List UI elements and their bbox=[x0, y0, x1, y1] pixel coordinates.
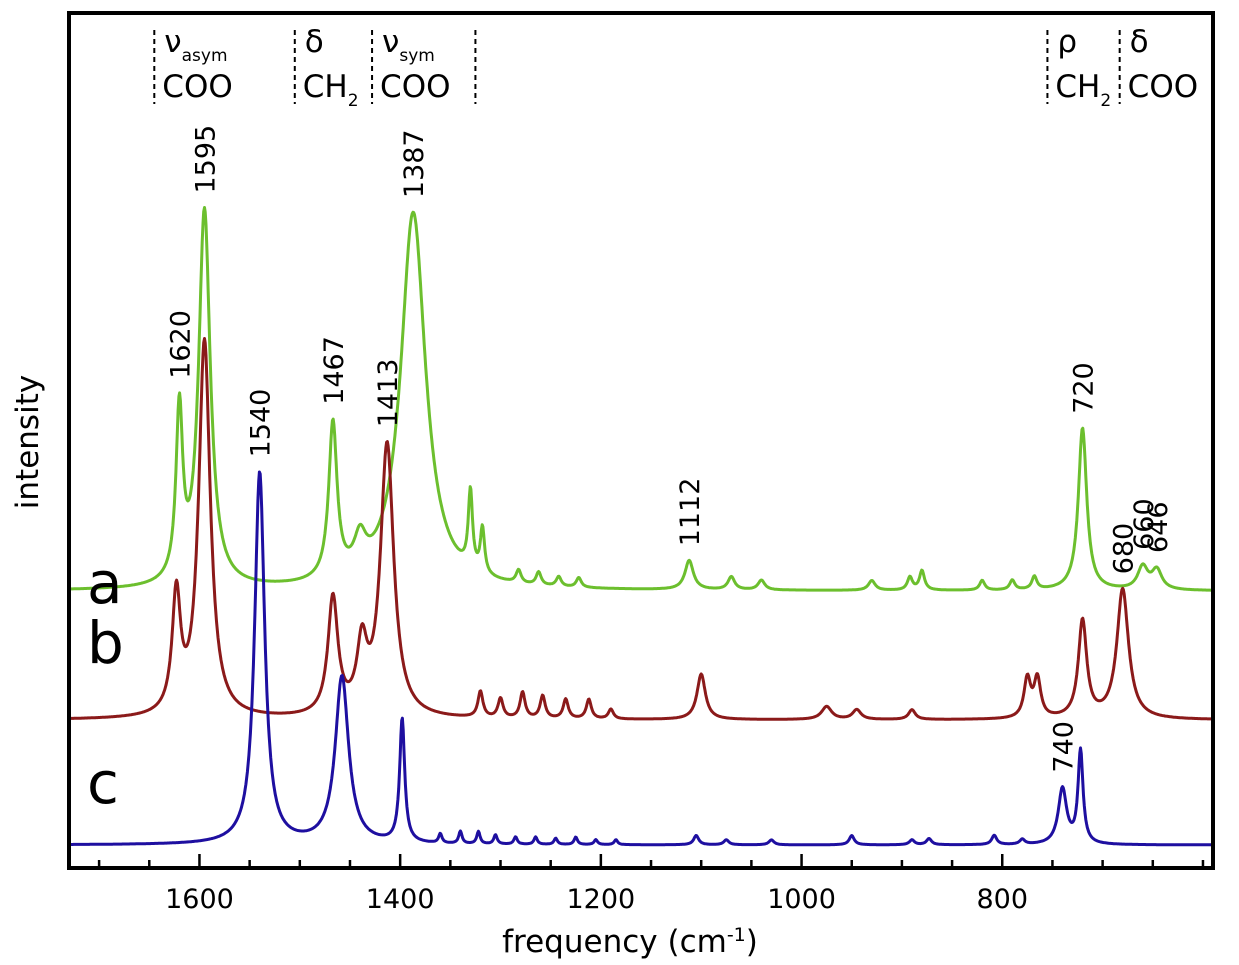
mode-symbol-1: δ bbox=[305, 24, 324, 60]
peak-label-1540: 1540 bbox=[246, 389, 277, 458]
trace-label-c: c bbox=[87, 749, 119, 817]
trace-label-a: a bbox=[87, 549, 123, 617]
mode-group-1: CH2 bbox=[303, 69, 359, 111]
x-axis-ticks: 1600 1400 1200 1000 800 bbox=[97, 854, 1205, 915]
peak-label-1595: 1595 bbox=[191, 125, 222, 194]
x-axis-title: frequency (cm-1) bbox=[502, 924, 758, 960]
x-axis-unit-exp: -1 bbox=[727, 924, 746, 946]
peak-label-1413: 1413 bbox=[373, 359, 404, 428]
x-tick-label-800: 800 bbox=[976, 884, 1028, 915]
peak-label-1467: 1467 bbox=[319, 336, 350, 405]
trace-label-b: b bbox=[87, 609, 124, 677]
x-tick-label-1600: 1600 bbox=[165, 884, 234, 915]
peak-label-1387: 1387 bbox=[399, 129, 430, 198]
mode-group-3: CH2 bbox=[1055, 69, 1111, 111]
peak-label-680: 680 bbox=[1109, 523, 1140, 575]
x-axis-title-text: frequency bbox=[502, 924, 657, 960]
trace-labels-layer: ab c bbox=[87, 549, 124, 817]
mode-group-sub-1: 2 bbox=[348, 91, 359, 111]
x-tick-label-1400: 1400 bbox=[366, 884, 435, 915]
mode-group-0: COO bbox=[162, 69, 232, 105]
trace-c-line bbox=[68, 470, 1214, 847]
peak-label-646: 646 bbox=[1143, 501, 1174, 553]
mode-symbol-sub-0: asym bbox=[182, 46, 228, 66]
mode-symbol-0: νasym bbox=[164, 24, 227, 66]
traces-layer bbox=[68, 206, 1214, 847]
peak-label-720: 720 bbox=[1069, 362, 1100, 414]
peak-label-1620: 1620 bbox=[165, 310, 196, 379]
peak-label-740: 740 bbox=[1049, 721, 1080, 773]
x-tick-label-1200: 1200 bbox=[567, 884, 636, 915]
mode-symbol-4: δ bbox=[1130, 24, 1149, 60]
plot-frame bbox=[67, 11, 1215, 870]
peak-label-660: 660 bbox=[1129, 498, 1160, 550]
peak-label-1112: 1112 bbox=[675, 478, 706, 547]
mode-group-2: COO bbox=[380, 69, 450, 105]
mode-symbol-sub-2: sym bbox=[399, 46, 434, 66]
x-tick-label-1000: 1000 bbox=[767, 884, 836, 915]
y-axis-title: intensity bbox=[10, 375, 46, 509]
mode-group-4: COO bbox=[1128, 69, 1198, 105]
mode-symbol-3: ρ bbox=[1057, 24, 1077, 60]
mode-symbol-2: νsym bbox=[382, 24, 435, 66]
mode-group-sub-3: 2 bbox=[1100, 91, 1111, 111]
trace-b-line bbox=[68, 337, 1214, 721]
x-axis-unit: cm bbox=[680, 924, 727, 960]
trace-a-line bbox=[68, 206, 1214, 592]
